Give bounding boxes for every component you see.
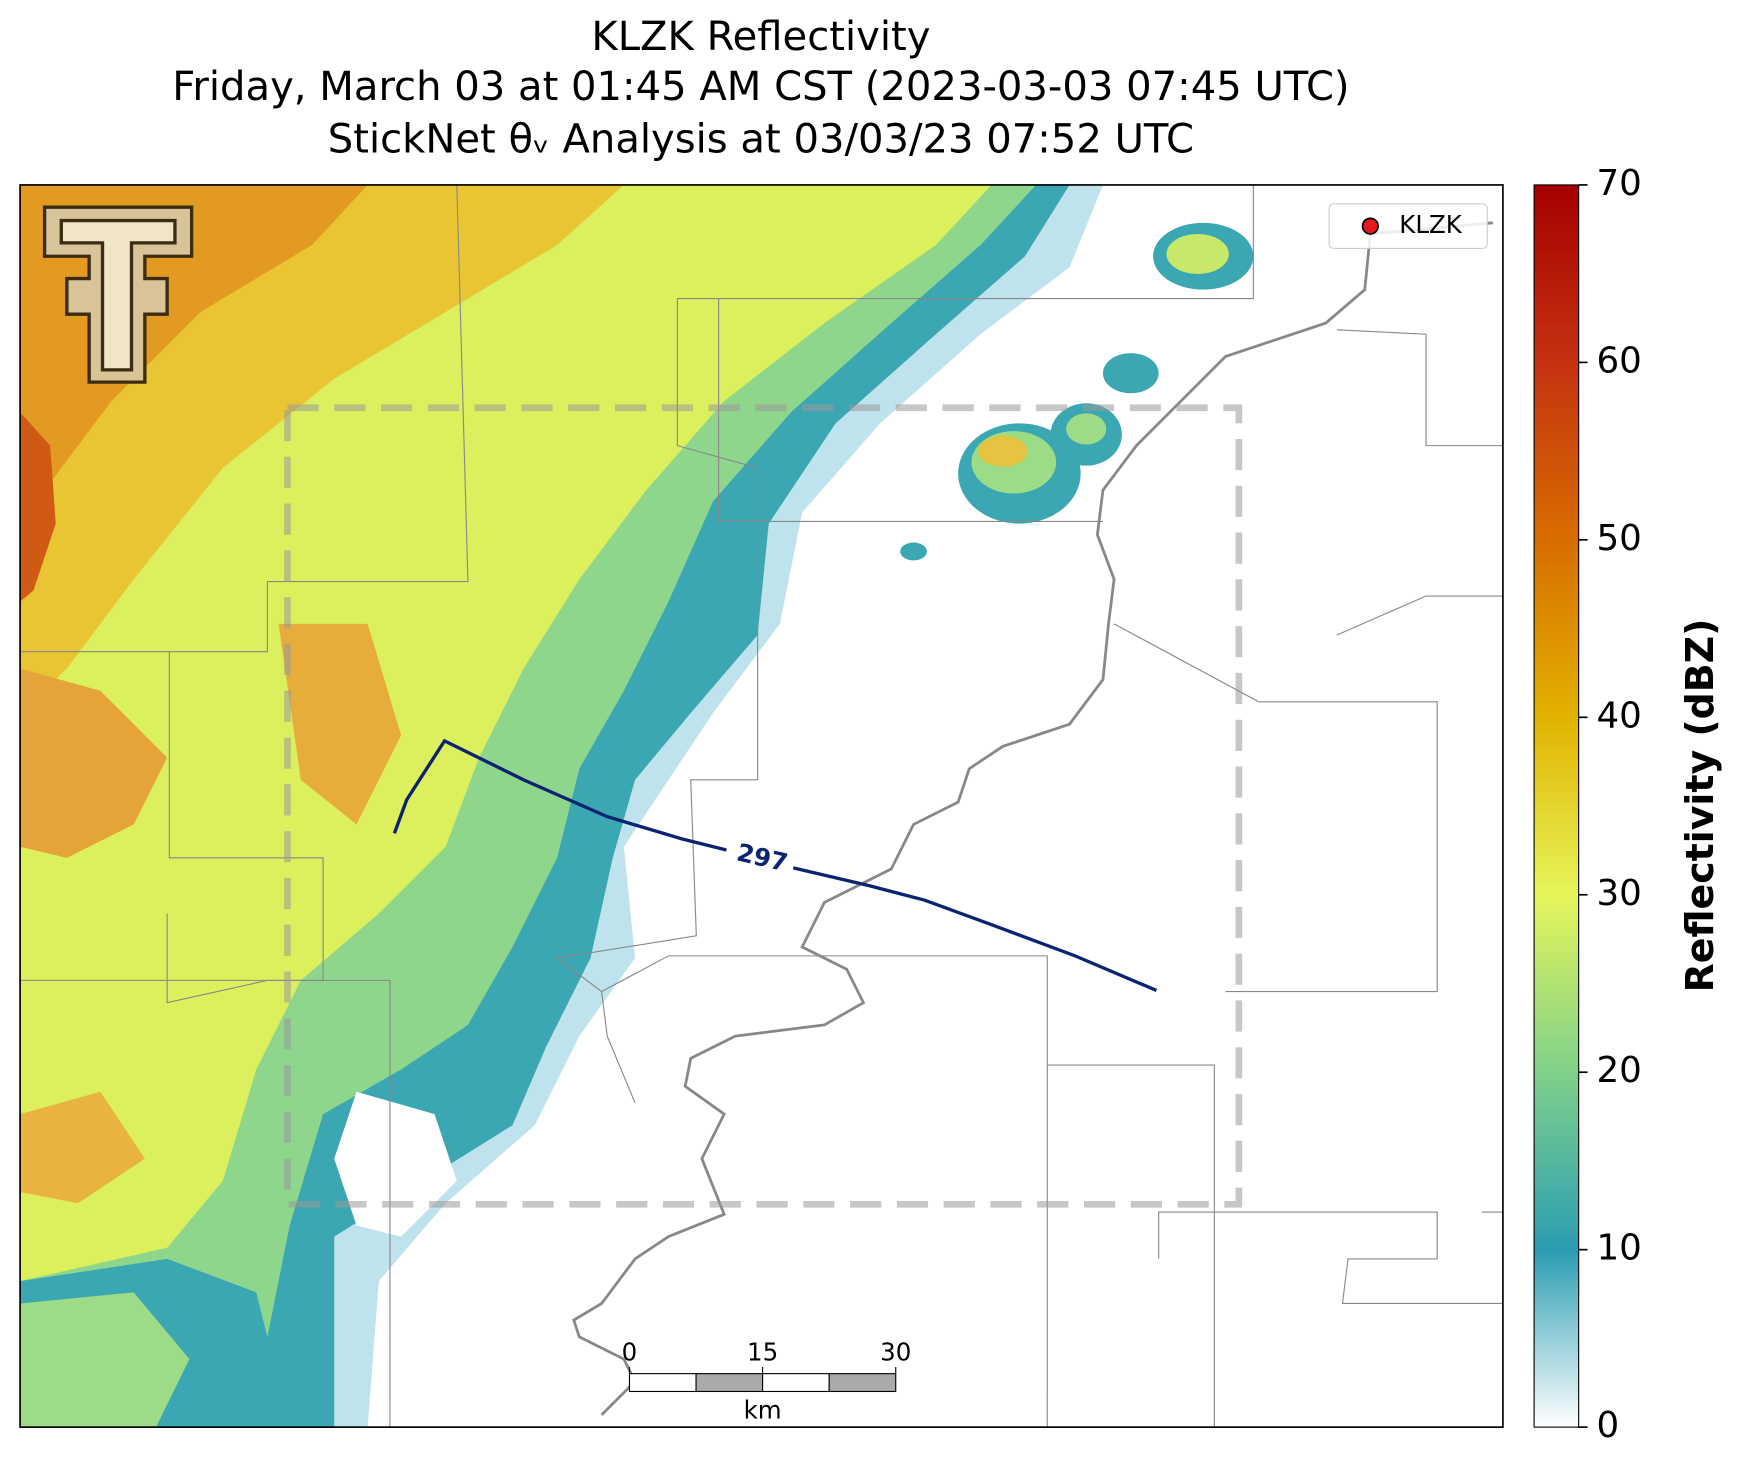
title-line: StickNet θᵥ Analysis at 03/03/23 07:52 U… [328,116,1194,162]
map-frame [19,184,1504,1428]
colorbar-label: Reflectivity (dBZ) [1678,619,1722,993]
radar-echo-orange [20,668,168,858]
legend-marker [1361,217,1379,235]
analysis-domain-box [284,404,1243,1208]
legend: KLZK [1328,203,1488,249]
storm-cells [900,222,1254,561]
legend-label: KLZK [1399,210,1462,239]
scale-bar-segment [695,1373,764,1393]
colorbar-tick-label: 60 [1596,340,1641,381]
colorbar-tick-label: 50 [1596,518,1641,559]
legend-box [1328,203,1488,249]
scale-bar-label: 30 [880,1338,911,1367]
river [572,221,1494,1416]
scale-bar-label: 0 [622,1338,638,1367]
radar-echo-yellow [20,184,992,1282]
colorbar-tick-label: 10 [1596,1228,1641,1269]
scale-bar: 0 15 30 km [622,1338,912,1425]
radar-echo-red [20,412,56,602]
colorbar [1533,184,1580,1428]
colorbar-tick-label: 20 [1596,1050,1641,1091]
colorbar-tick-label: 0 [1596,1405,1619,1446]
radar-echo-orange [20,1091,145,1204]
scale-bar-segment [762,1373,830,1393]
colorbar-tick-label: 40 [1596,695,1641,736]
radar-hole [334,1091,457,1237]
scale-bar-segment [628,1373,697,1393]
radar-echo-green [20,1292,190,1428]
title-line: Friday, March 03 at 01:45 AM CST (2023-0… [172,64,1349,110]
map-area: 297 [20,184,1503,1428]
logo [42,205,194,384]
title-line: KLZK Reflectivity [591,14,930,60]
radar-echo-orange [278,623,402,825]
colorbar-ticks: 0 10 20 30 40 50 60 70 [1578,163,1642,1446]
contour-line [392,738,727,852]
colorbar-tick-label: 70 [1596,163,1641,204]
scale-bar-unit: km [744,1396,782,1425]
colorbar-tick-label: 30 [1596,873,1641,914]
scale-bar-segment [828,1373,897,1393]
county-lines [20,184,1503,1428]
contour-line [792,866,1158,992]
scale-bar-label: 15 [747,1338,778,1367]
